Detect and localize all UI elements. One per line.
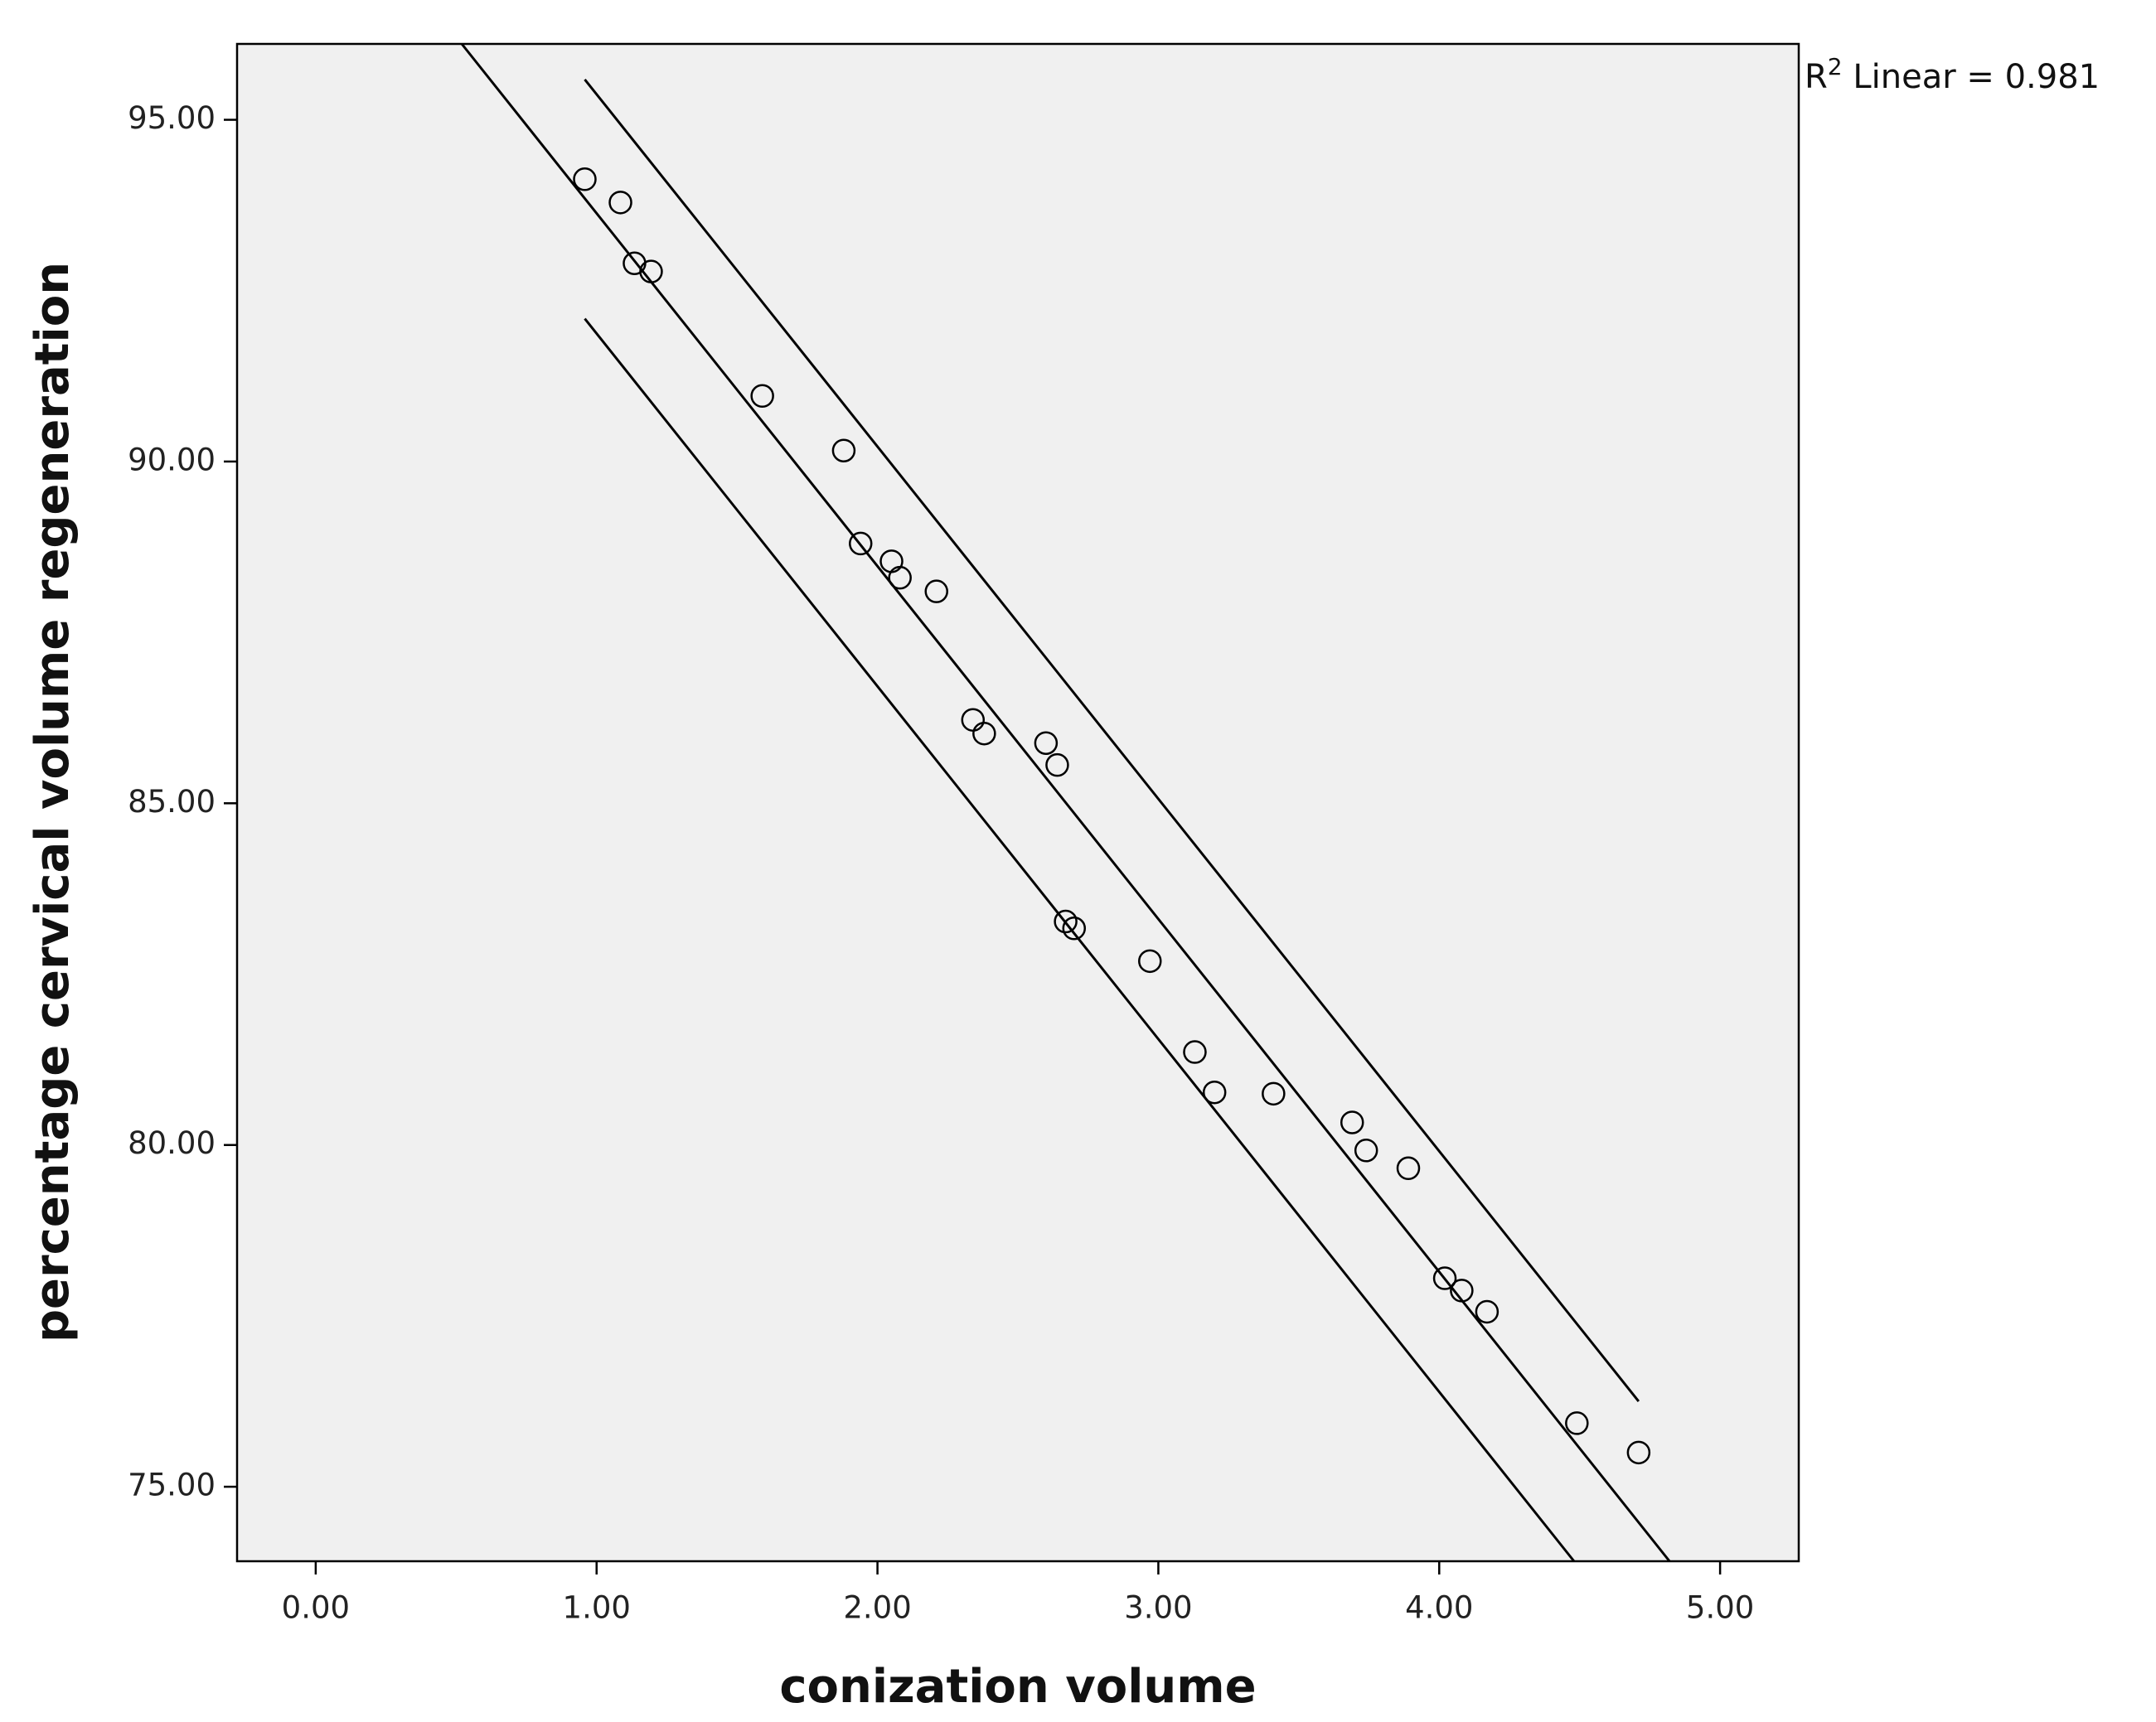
point bbox=[1262, 1081, 1286, 1106]
point bbox=[888, 565, 912, 590]
x-tick-label: 1.00 bbox=[563, 1590, 631, 1626]
y-axis-title: percentage cervical volume regeneration bbox=[26, 262, 80, 1342]
annotation-sup: 2 bbox=[1828, 53, 1843, 80]
point bbox=[1183, 1040, 1207, 1064]
point bbox=[573, 167, 597, 191]
x-tick-label: 5.00 bbox=[1686, 1590, 1754, 1626]
point bbox=[1202, 1080, 1227, 1105]
point bbox=[1138, 949, 1162, 974]
point bbox=[1054, 909, 1078, 934]
point bbox=[972, 721, 996, 746]
annotation-text: Linear = 0.981 bbox=[1843, 58, 2100, 96]
y-tick-label: 95.00 bbox=[128, 100, 216, 136]
point bbox=[1340, 1110, 1364, 1134]
plot-area bbox=[235, 42, 1800, 1563]
y-tick-label: 90.00 bbox=[128, 442, 216, 477]
x-axis-title: conization volume bbox=[779, 1660, 1256, 1714]
point bbox=[1475, 1299, 1500, 1324]
x-tick-label: 4.00 bbox=[1405, 1590, 1473, 1626]
point bbox=[1432, 1266, 1457, 1290]
annotation-base: R bbox=[1805, 58, 1828, 96]
point bbox=[1626, 1440, 1651, 1465]
point bbox=[1354, 1139, 1378, 1163]
point bbox=[750, 384, 774, 409]
x-tick-label: 0.00 bbox=[282, 1590, 350, 1626]
point bbox=[1396, 1156, 1421, 1181]
point bbox=[608, 191, 632, 215]
point bbox=[831, 438, 856, 462]
point bbox=[924, 579, 948, 603]
y-tick-label: 75.00 bbox=[128, 1468, 216, 1503]
y-tick-label: 80.00 bbox=[128, 1125, 216, 1161]
fit-line bbox=[584, 78, 1640, 1402]
x-tick-label: 3.00 bbox=[1124, 1590, 1192, 1626]
fit-line bbox=[584, 317, 1576, 1562]
annotation: R2 Linear = 0.981 bbox=[1805, 53, 2100, 96]
y-tick-label: 85.00 bbox=[128, 784, 216, 820]
point bbox=[1450, 1279, 1474, 1303]
fit-line bbox=[460, 43, 1671, 1562]
point bbox=[1034, 731, 1059, 755]
point bbox=[1565, 1411, 1589, 1435]
point bbox=[639, 259, 663, 283]
point bbox=[1045, 752, 1069, 777]
point bbox=[1062, 917, 1087, 941]
point bbox=[848, 531, 873, 556]
x-tick-label: 2.00 bbox=[843, 1590, 911, 1626]
